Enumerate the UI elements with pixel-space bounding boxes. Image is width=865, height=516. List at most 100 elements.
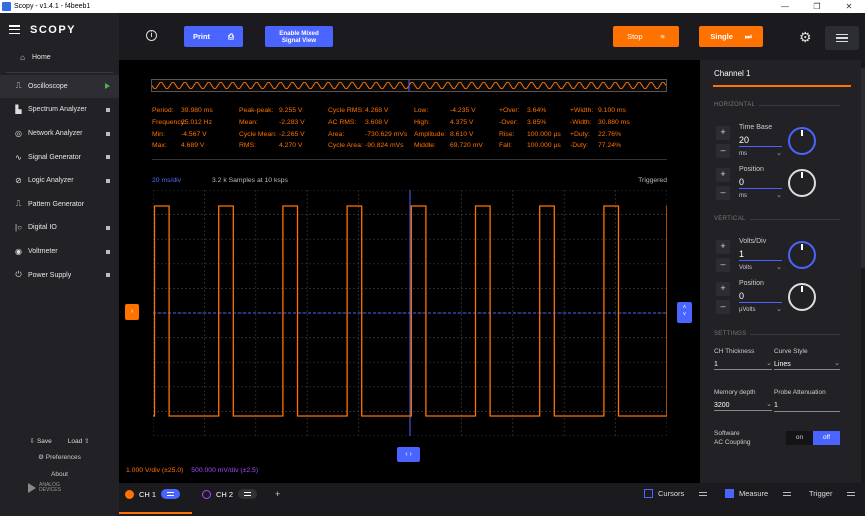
sidebar-item-digital-io[interactable]: |○ Digital IO — [0, 216, 119, 240]
v-position-increment-button[interactable]: + — [716, 282, 730, 296]
ch1-menu-button[interactable] — [161, 489, 181, 499]
load-button[interactable]: Load ⇧ — [67, 438, 90, 445]
probe-attenuation-input[interactable]: 1 — [774, 402, 840, 412]
volts-div-input[interactable]: 1 — [739, 249, 782, 261]
v-position-unit-select[interactable]: µVolts — [739, 307, 782, 313]
stop-status-icon[interactable] — [106, 155, 110, 160]
ch2-menu-button[interactable] — [238, 489, 258, 499]
time-base-increment-button[interactable]: + — [716, 126, 730, 140]
trigger-level-handle[interactable]: ˄ ˅ — [677, 302, 692, 323]
sidebar-item-oscilloscope[interactable]: ⎍ Oscilloscope — [0, 74, 119, 99]
sidebar-item-label: Signal Generator — [28, 153, 81, 161]
channel-2-tab[interactable]: CH 2 — [202, 489, 258, 499]
sidebar-item-home[interactable]: ⌂ Home — [0, 46, 119, 70]
h-position-input[interactable]: 0 — [739, 177, 782, 189]
stop-status-icon[interactable] — [106, 249, 110, 254]
v-position-knob[interactable] — [788, 283, 816, 311]
settings-gear-icon[interactable]: ⚙ — [799, 29, 812, 45]
volts-div-increment-button[interactable]: + — [716, 240, 730, 254]
print-button[interactable]: Print ⎙ — [184, 26, 243, 47]
hamburger-menu-icon[interactable] — [9, 25, 20, 34]
time-base-decrement-button[interactable]: – — [716, 144, 730, 158]
measurement-key: Cycle RMS: — [328, 107, 364, 114]
preferences-button[interactable]: ⚙ Preferences — [0, 453, 119, 461]
v-position-decrement-button[interactable]: – — [716, 300, 730, 314]
oscilloscope-plot[interactable] — [153, 190, 667, 436]
v-position-input[interactable]: 0 — [739, 291, 782, 303]
stop-status-icon[interactable] — [106, 225, 110, 230]
signal-overview[interactable] — [151, 79, 667, 92]
sw-ac-coupling-toggle[interactable]: on off — [786, 431, 840, 445]
h-position-unit-select[interactable]: ms — [739, 193, 782, 199]
toggle-on-option[interactable]: on — [786, 431, 813, 445]
sidebar-item-spectrum-analyzer[interactable]: ▙ Spectrum Analyzer — [0, 98, 119, 122]
sidebar-item-label: Home — [32, 54, 51, 62]
stop-status-icon[interactable] — [106, 107, 110, 112]
sidebar-item-pattern-generator[interactable]: ⎍ Pattern Generator — [0, 193, 119, 217]
trigger-toggle[interactable]: Trigger — [809, 489, 857, 498]
volts-div-unit-select[interactable]: Volts — [739, 265, 782, 271]
save-button[interactable]: ⇩ Save — [29, 438, 52, 445]
trigger-status: Triggered — [638, 177, 667, 184]
scrollbar[interactable] — [861, 60, 865, 483]
measurement-key: +Over: — [499, 107, 520, 114]
time-position-handle[interactable]: ‹ › — [397, 447, 420, 462]
sidebar-item-network-analyzer[interactable]: ◎ Network Analyzer — [0, 122, 119, 146]
preferences-label: Preferences — [45, 454, 81, 461]
stop-button[interactable]: Stop ≡ — [613, 26, 679, 47]
sidebar-item-voltmeter[interactable]: ◉ Voltmeter — [0, 240, 119, 264]
stop-icon: ≡ — [660, 32, 665, 41]
cursors-label: Cursors — [658, 489, 685, 498]
measurement-key: Frequency: — [152, 118, 187, 126]
tool-list: ⎍ Oscilloscope ▙ Spectrum Analyzer ◎ Network … — [0, 74, 119, 287]
run-status-icon[interactable] — [105, 83, 110, 90]
cursors-menu-icon[interactable] — [699, 491, 709, 496]
time-base-input[interactable]: 20 — [739, 135, 782, 147]
measurement-key: -Width: — [570, 118, 592, 126]
window-title: Scopy - v1.4.1 - f4beeb1 — [14, 3, 91, 10]
save-icon: ⇩ — [29, 438, 35, 445]
measurement-key: -Duty: — [570, 142, 589, 150]
sidebar-item-signal-generator[interactable]: ∿ Signal Generator — [0, 145, 119, 169]
measurement-key: Cycle Mean: — [239, 130, 277, 138]
h-position-decrement-button[interactable]: – — [716, 186, 730, 200]
stop-status-icon[interactable] — [106, 273, 110, 278]
h-position-increment-button[interactable]: + — [716, 168, 730, 182]
measure-menu-icon[interactable] — [783, 491, 793, 496]
add-channel-button[interactable]: + — [275, 489, 281, 499]
sidebar-item-logic-analyzer[interactable]: ⊘ Logic Analyzer — [0, 169, 119, 193]
stop-status-icon[interactable] — [106, 131, 110, 136]
measurement-value: 9.100 ms — [598, 107, 626, 114]
measure-checkbox[interactable] — [725, 489, 734, 498]
trigger-menu-icon[interactable] — [847, 491, 857, 496]
info-icon[interactable]: i — [146, 30, 157, 41]
volts-div-knob[interactable] — [788, 241, 816, 269]
minimize-icon[interactable]: — — [781, 2, 789, 11]
cursors-checkbox[interactable] — [644, 489, 653, 498]
adi-triangle-icon — [28, 483, 36, 493]
menu-button[interactable] — [825, 26, 859, 50]
memory-depth-select[interactable]: 3200 — [714, 402, 772, 411]
gear-icon: ⚙ — [38, 454, 44, 461]
channel-scales: 1.000 V/div (±25.0) 500.000 mV/div (±2.5… — [126, 467, 258, 474]
h-position-knob[interactable] — [788, 169, 816, 197]
curve-style-select[interactable]: Lines — [774, 361, 840, 370]
channel-1-tab[interactable]: CH 1 — [125, 489, 181, 499]
toggle-off-option[interactable]: off — [813, 431, 840, 445]
ch1-offset-handle[interactable]: › — [125, 304, 139, 320]
close-icon[interactable]: ✕ — [845, 2, 853, 11]
sidebar-item-power-supply[interactable]: ⏻ Power Supply — [0, 263, 119, 287]
measure-toggle[interactable]: Measure — [725, 489, 793, 498]
maximize-icon[interactable]: ❐ — [813, 2, 821, 11]
single-button[interactable]: Single ⏭ — [699, 26, 763, 47]
volts-div-decrement-button[interactable]: – — [716, 258, 730, 272]
measurement-row: Max: 4.689 V RMS: 4.270 V Cycle Area: -90.824… — [152, 142, 667, 154]
measurement-value: -730.629 mVs — [365, 130, 408, 138]
about-button[interactable]: About — [51, 471, 68, 478]
stop-status-icon[interactable] — [106, 178, 110, 183]
enable-mixed-signal-button[interactable]: Enable Mixed Signal View — [265, 26, 333, 47]
cursors-toggle[interactable]: Cursors — [644, 489, 709, 498]
time-base-knob[interactable] — [788, 127, 816, 155]
time-base-unit-select[interactable]: ms — [739, 151, 782, 157]
ch-thickness-select[interactable]: 1 — [714, 361, 772, 370]
